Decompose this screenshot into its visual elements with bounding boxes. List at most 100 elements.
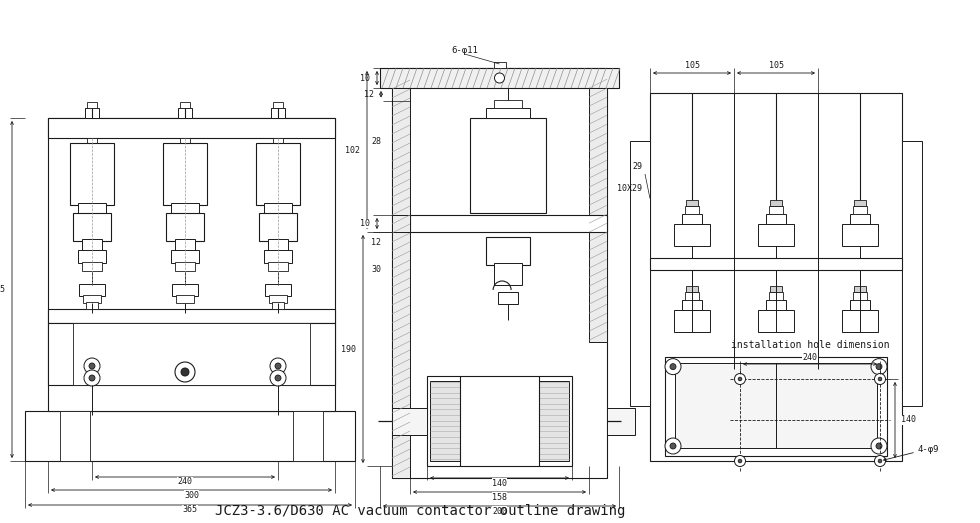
Bar <box>73 213 111 241</box>
Bar <box>766 300 786 310</box>
Bar <box>630 141 650 406</box>
Circle shape <box>665 438 681 454</box>
Circle shape <box>670 443 676 449</box>
Circle shape <box>181 368 189 376</box>
Bar <box>271 108 285 118</box>
Bar <box>842 310 878 332</box>
Circle shape <box>734 373 746 384</box>
Text: 190: 190 <box>340 345 356 354</box>
Bar <box>264 203 292 213</box>
Text: 365: 365 <box>182 506 198 515</box>
Bar <box>259 213 297 241</box>
Text: 200: 200 <box>492 506 507 516</box>
Bar <box>175 239 195 251</box>
Bar <box>410 215 607 232</box>
Bar <box>769 206 783 213</box>
Bar <box>682 213 702 224</box>
Bar <box>853 292 867 300</box>
Text: 158: 158 <box>492 493 507 502</box>
Text: 102: 102 <box>346 145 361 154</box>
Text: 28: 28 <box>371 138 381 146</box>
Bar <box>73 323 310 385</box>
Bar <box>293 411 323 461</box>
Text: 12: 12 <box>364 90 374 99</box>
Bar <box>854 200 866 206</box>
Bar <box>273 138 283 143</box>
Circle shape <box>275 363 281 369</box>
Bar <box>766 213 786 224</box>
Bar <box>48 323 335 385</box>
Text: installation hole dimension: installation hole dimension <box>731 340 889 350</box>
Text: 240: 240 <box>177 477 192 486</box>
Bar <box>264 250 292 263</box>
Text: JCZ3-3.6/D630 AC vacuum contactor outline drawing: JCZ3-3.6/D630 AC vacuum contactor outlin… <box>215 504 625 518</box>
Bar <box>87 102 97 108</box>
Bar <box>86 302 98 309</box>
Bar <box>758 310 794 332</box>
Bar <box>686 286 698 292</box>
Text: 12: 12 <box>371 237 381 246</box>
Text: 30: 30 <box>371 266 381 275</box>
Circle shape <box>665 359 681 374</box>
Bar <box>685 206 699 213</box>
Bar <box>770 200 782 206</box>
Bar <box>60 411 90 461</box>
Bar <box>902 141 922 406</box>
Circle shape <box>175 362 195 382</box>
Bar <box>176 295 194 303</box>
Bar <box>163 143 207 205</box>
Circle shape <box>270 358 286 374</box>
Circle shape <box>89 375 95 381</box>
Bar <box>82 239 102 251</box>
Bar <box>665 357 887 456</box>
Bar <box>166 213 204 241</box>
Bar <box>494 100 522 108</box>
Text: 4-φ9: 4-φ9 <box>918 445 940 453</box>
Bar <box>172 284 198 296</box>
Bar <box>650 93 902 461</box>
Bar <box>682 300 702 310</box>
Bar <box>268 262 288 271</box>
Bar <box>78 203 106 213</box>
Bar <box>85 108 99 118</box>
Text: 29: 29 <box>632 162 642 171</box>
Bar <box>180 102 190 108</box>
Bar <box>589 88 607 342</box>
Circle shape <box>878 459 882 463</box>
Text: 10X29: 10X29 <box>617 184 642 193</box>
Bar <box>675 362 877 448</box>
Bar <box>494 62 506 68</box>
Bar <box>392 215 410 232</box>
Bar <box>48 118 335 138</box>
Bar <box>175 262 195 271</box>
Bar <box>430 381 460 461</box>
Circle shape <box>495 73 505 83</box>
Bar <box>769 292 783 300</box>
Bar <box>853 206 867 213</box>
Bar <box>539 381 569 461</box>
Bar <box>850 213 870 224</box>
Circle shape <box>738 459 742 463</box>
Text: 300: 300 <box>184 491 199 499</box>
Text: 105: 105 <box>684 62 700 71</box>
Circle shape <box>270 370 286 386</box>
Text: 105: 105 <box>768 62 783 71</box>
Bar <box>25 411 355 461</box>
Bar <box>854 286 866 292</box>
Circle shape <box>871 359 887 374</box>
Bar <box>685 292 699 300</box>
Bar <box>78 250 106 263</box>
Bar <box>486 108 530 118</box>
Circle shape <box>84 358 100 374</box>
Bar <box>380 68 619 88</box>
Circle shape <box>874 373 886 384</box>
Bar <box>171 250 199 263</box>
Circle shape <box>670 363 676 370</box>
Bar <box>758 224 794 246</box>
Circle shape <box>871 438 887 454</box>
Bar <box>272 302 284 309</box>
Bar <box>842 224 878 246</box>
Text: 10: 10 <box>360 219 370 228</box>
Text: 355: 355 <box>0 285 6 294</box>
Bar <box>650 258 902 270</box>
